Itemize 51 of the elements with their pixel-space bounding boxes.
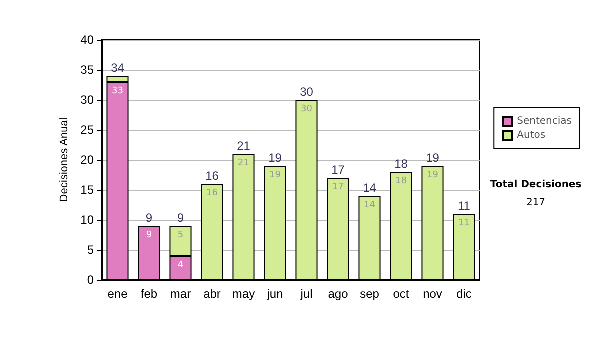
total-label: 19 xyxy=(426,151,440,165)
y-tick-label: 40 xyxy=(80,33,94,47)
x-tick-label: ago xyxy=(328,287,349,301)
text: Total Decisiones xyxy=(490,180,582,190)
data-label: 19 xyxy=(427,170,439,180)
total-label: 30 xyxy=(300,85,314,99)
data-label: 18 xyxy=(396,176,408,186)
legend-label: Sentencias xyxy=(517,116,572,127)
total-label: 11 xyxy=(458,199,471,213)
data-label: 21 xyxy=(238,158,250,168)
data-label: 9 xyxy=(146,230,152,240)
x-tick-label: mar xyxy=(170,287,192,301)
total-label: 16 xyxy=(206,169,220,183)
total-label: 9 xyxy=(146,211,153,225)
total-label: 9 xyxy=(177,211,184,225)
data-label: 33 xyxy=(112,86,124,96)
x-tick-label: sep xyxy=(360,287,380,301)
data-label: 16 xyxy=(206,188,218,198)
y-tick-label: 25 xyxy=(80,123,94,137)
y-tick-label: 15 xyxy=(80,183,94,197)
total-label: 14 xyxy=(363,181,377,195)
x-tick-label: may xyxy=(232,287,256,301)
y-tick-label: 0 xyxy=(87,273,94,287)
y-tick-label: 20 xyxy=(80,153,94,167)
data-label: 5 xyxy=(178,230,184,240)
text: 217 xyxy=(526,198,546,208)
data-label: 30 xyxy=(301,104,313,114)
total-label: 18 xyxy=(394,157,408,171)
data-label: 14 xyxy=(364,200,376,210)
y-tick-label: 5 xyxy=(87,243,94,257)
x-tick-label: nov xyxy=(423,287,442,301)
x-tick-label: feb xyxy=(140,287,158,301)
y-axis-title: Decisiones Anual xyxy=(58,118,70,202)
data-label: 4 xyxy=(178,260,184,270)
y-tick-label: 35 xyxy=(80,63,94,77)
x-tick-label: ene xyxy=(108,287,128,301)
data-label: 19 xyxy=(270,170,282,180)
data-label: 17 xyxy=(332,182,344,192)
total-label: 34 xyxy=(111,61,125,75)
total-label: 21 xyxy=(237,139,251,153)
data-label: 11 xyxy=(458,218,470,228)
x-tick-label: jun xyxy=(266,287,284,301)
x-tick-label: abr xyxy=(204,287,221,301)
y-tick-label: 10 xyxy=(80,213,94,227)
x-tick-label: dic xyxy=(456,287,472,301)
total-label: 17 xyxy=(332,163,346,177)
x-tick-label: jul xyxy=(300,287,313,301)
y-tick-label: 30 xyxy=(80,93,94,107)
legend-label: Autos xyxy=(517,130,546,141)
total-label: 19 xyxy=(268,151,282,165)
x-tick-label: oct xyxy=(393,287,410,301)
